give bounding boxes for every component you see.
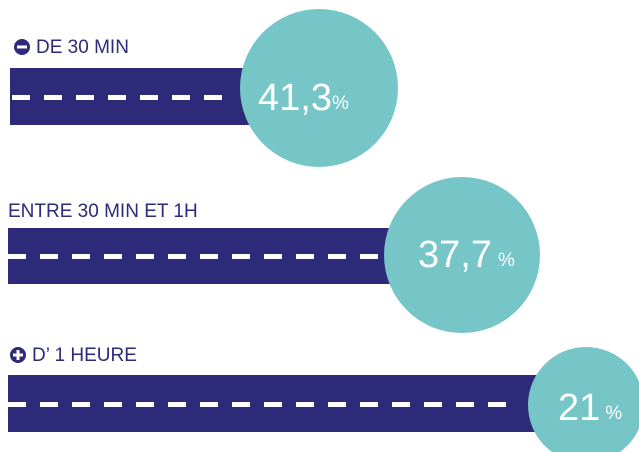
road-dash (232, 402, 250, 407)
road-dash (168, 254, 186, 259)
road-dash (200, 254, 218, 259)
value-number: 41,3 (258, 77, 332, 119)
road-dash (40, 254, 58, 259)
road-dash (8, 254, 26, 259)
road-dash (8, 402, 26, 407)
row-label: D’ 1 HEURE (32, 345, 137, 366)
road-dash (136, 402, 154, 407)
road-dash (136, 254, 154, 259)
road-dash (392, 402, 410, 407)
value-circle (240, 9, 398, 167)
minus-sign (17, 45, 27, 49)
row-label: DE 30 MIN (36, 37, 129, 58)
road-dash (360, 254, 378, 259)
road-dash (12, 95, 30, 100)
road-dash (168, 402, 186, 407)
value-number: 21 (558, 387, 600, 429)
road-dash (296, 254, 314, 259)
plus-sign-v (16, 350, 20, 360)
road-dash (456, 402, 474, 407)
value-text: 21% (558, 387, 622, 429)
road-dash (488, 402, 506, 407)
value-text: 37,7% (418, 234, 515, 276)
value-unit: % (605, 403, 622, 424)
road-dash (328, 254, 346, 259)
road-dash (424, 402, 442, 407)
road-dashes (8, 402, 506, 407)
row-label: ENTRE 30 MIN ET 1H (8, 201, 198, 222)
road-dash (44, 95, 62, 100)
road-dash (328, 402, 346, 407)
road-dashes (12, 95, 222, 100)
road-dash (296, 402, 314, 407)
road-dash (72, 254, 90, 259)
value-unit: % (498, 250, 515, 271)
value-unit: % (332, 93, 349, 114)
value-circle (528, 347, 639, 452)
road-dash (108, 95, 126, 100)
road-dash (264, 402, 282, 407)
road-dash (360, 402, 378, 407)
road-dash (104, 402, 122, 407)
road-dash (200, 402, 218, 407)
road-dashes (8, 254, 378, 259)
road-dash (204, 95, 222, 100)
road-dash (232, 254, 250, 259)
road-dash (104, 254, 122, 259)
road-dash (140, 95, 158, 100)
road-dash (72, 402, 90, 407)
value-number: 37,7 (418, 234, 492, 276)
value-text: 41,3% (258, 77, 349, 119)
road-dash (40, 402, 58, 407)
value-circle (384, 177, 540, 333)
road-dash (264, 254, 282, 259)
road-dash (172, 95, 190, 100)
road-dash (76, 95, 94, 100)
